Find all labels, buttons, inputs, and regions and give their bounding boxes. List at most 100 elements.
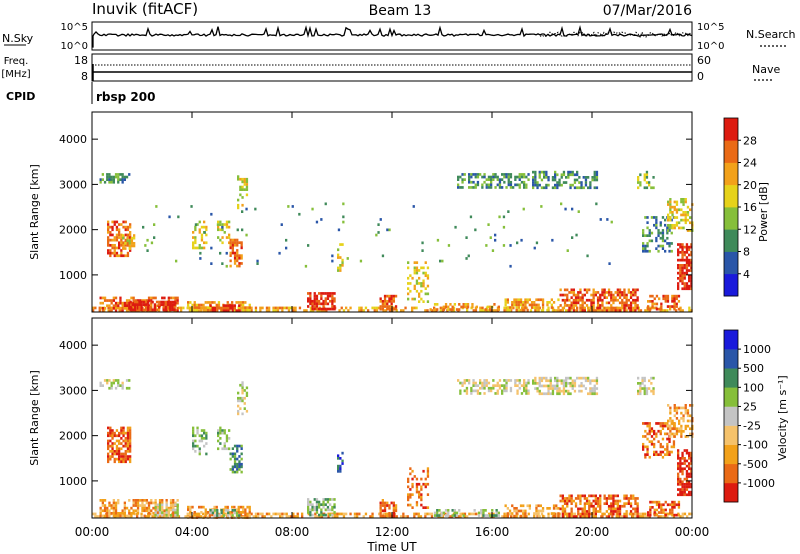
velocity-cell — [582, 376, 585, 380]
velocity-cell — [683, 449, 686, 452]
velocity-cell — [668, 437, 671, 441]
power-cell — [120, 251, 123, 255]
velocity-cell — [292, 512, 295, 516]
power-cell — [233, 254, 237, 257]
velocity-cell — [143, 506, 146, 510]
velocity-cell — [528, 507, 531, 510]
velocity-cell — [681, 470, 684, 473]
power-cell — [231, 243, 234, 247]
velocity-cell — [379, 501, 382, 505]
velocity-cell — [546, 507, 549, 510]
velocity-cell — [315, 511, 319, 514]
velocity-cell — [115, 450, 119, 453]
power-cell — [603, 288, 606, 292]
power-cell — [311, 302, 314, 306]
power-cell — [192, 236, 195, 239]
velocity-cell — [238, 468, 241, 471]
velocity-cell — [581, 510, 584, 513]
power-cell — [627, 304, 630, 307]
velocity-cell — [571, 387, 574, 390]
velocity-cell — [683, 490, 686, 494]
velocity-ytick-label: 3000 — [59, 384, 87, 397]
power-cell — [661, 244, 665, 248]
power-cell — [643, 186, 646, 190]
power-cell — [673, 226, 676, 230]
power-cell — [533, 306, 536, 309]
velocity-cell — [129, 439, 132, 443]
velocity-cell — [198, 450, 201, 453]
velocity-cell — [110, 386, 113, 390]
power-cell — [241, 188, 244, 191]
power-cell — [245, 193, 249, 197]
velocity-cell — [572, 499, 575, 503]
velocity-cell — [678, 422, 681, 425]
velocity-cell — [601, 515, 604, 518]
power-cell — [550, 298, 553, 302]
power-cell — [413, 287, 416, 290]
velocity-cell — [227, 511, 230, 515]
power-cell — [532, 183, 535, 187]
power-cell — [144, 300, 148, 304]
power-cell — [680, 213, 683, 217]
velocity-cell — [579, 499, 582, 503]
power-cell — [576, 173, 579, 177]
velocity-cell — [150, 499, 153, 502]
velocity-cell — [339, 470, 342, 473]
power-cell — [526, 298, 529, 302]
power-cell — [668, 242, 671, 245]
power-cell — [682, 200, 685, 204]
power-cell — [305, 309, 308, 312]
velocity-cell — [684, 424, 687, 428]
power-cell — [669, 208, 672, 212]
velocity-cell — [581, 494, 584, 498]
power-cell — [634, 291, 637, 294]
velocity-cell — [662, 508, 665, 512]
power-ylabel: Slant Range [km] — [28, 164, 41, 260]
velocity-cell — [120, 460, 123, 464]
velocity-cell — [605, 515, 608, 518]
velocity-cell — [605, 497, 608, 500]
velocity-panel-frame — [91, 317, 693, 519]
power-cell — [136, 309, 140, 313]
velocity-cell — [642, 512, 645, 516]
velocity-cell — [111, 437, 114, 440]
power-cell — [442, 305, 445, 309]
power-cell — [121, 301, 124, 305]
power-cell — [99, 296, 102, 300]
power-cell — [567, 176, 570, 179]
power-cell — [378, 306, 381, 310]
power-cell — [457, 183, 460, 187]
velocity-cell — [246, 505, 249, 509]
velocity-cell — [653, 429, 656, 433]
velocity-cell — [320, 508, 323, 512]
velocity-cell — [541, 507, 545, 510]
power-cell — [144, 305, 148, 309]
power-cell — [433, 303, 437, 306]
power-cell — [570, 291, 573, 294]
power-cell — [685, 264, 689, 267]
velocity-cell — [311, 505, 314, 509]
velocity-cell — [228, 437, 231, 440]
power-cell — [452, 309, 456, 312]
power-cell — [550, 303, 553, 307]
power-cell — [690, 251, 693, 254]
power-cell — [538, 173, 541, 177]
velocity-cell — [125, 506, 129, 510]
velocity-cell — [130, 512, 133, 515]
power-cell — [468, 180, 471, 184]
velocity-colorbar-label: -1000 — [743, 477, 775, 490]
velocity-cell — [122, 429, 125, 432]
power-cell — [109, 225, 112, 229]
power-cell — [529, 309, 533, 312]
velocity-cell — [248, 511, 251, 514]
power-cell — [202, 308, 205, 312]
velocity-cell — [669, 503, 672, 507]
power-cell — [660, 307, 663, 311]
power-cell — [645, 170, 649, 174]
power-cell — [502, 244, 506, 247]
velocity-cell — [114, 386, 118, 390]
power-cell — [523, 186, 526, 189]
velocity-cell — [587, 392, 590, 396]
velocity-cell — [677, 464, 680, 468]
